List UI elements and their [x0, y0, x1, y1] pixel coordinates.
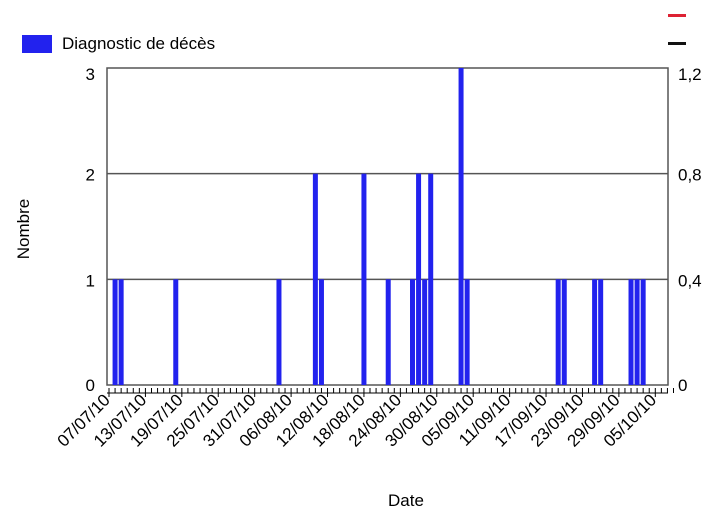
bar [634, 279, 640, 385]
legend: Diagnostic de décès [22, 34, 215, 54]
y2-tick-label: 0 [678, 376, 687, 395]
bar [416, 173, 422, 385]
x-axis-label: Date [388, 491, 424, 510]
bar [312, 173, 318, 385]
bar [464, 279, 470, 385]
y2-tick-label: 0,4 [678, 271, 702, 290]
bar [640, 279, 646, 385]
bar [598, 279, 604, 385]
y-tick-label: 2 [86, 166, 95, 185]
y2-tick-label: 1,2 [678, 65, 702, 84]
bar [276, 279, 282, 385]
bar [173, 279, 179, 385]
bar [385, 279, 391, 385]
bar [561, 279, 567, 385]
bar [410, 279, 415, 385]
legend-line-black [668, 42, 686, 45]
bar [458, 68, 464, 385]
y-tick-label: 3 [86, 65, 95, 84]
bar [318, 279, 324, 385]
bar [422, 279, 428, 385]
bar [428, 173, 434, 385]
bar [112, 279, 118, 385]
y2-tick-label: 0,8 [678, 166, 702, 185]
bar [592, 279, 598, 385]
y-axis-label: Nombre [14, 199, 33, 259]
legend-line-red [668, 14, 686, 17]
bar [555, 279, 561, 385]
bar [361, 173, 367, 385]
bars [112, 68, 646, 385]
bar [628, 279, 634, 385]
legend-label: Diagnostic de décès [62, 34, 216, 53]
y-tick-label: 1 [86, 271, 95, 290]
y-tick-label: 0 [86, 376, 95, 395]
legend-swatch [22, 35, 52, 53]
bar [118, 279, 124, 385]
